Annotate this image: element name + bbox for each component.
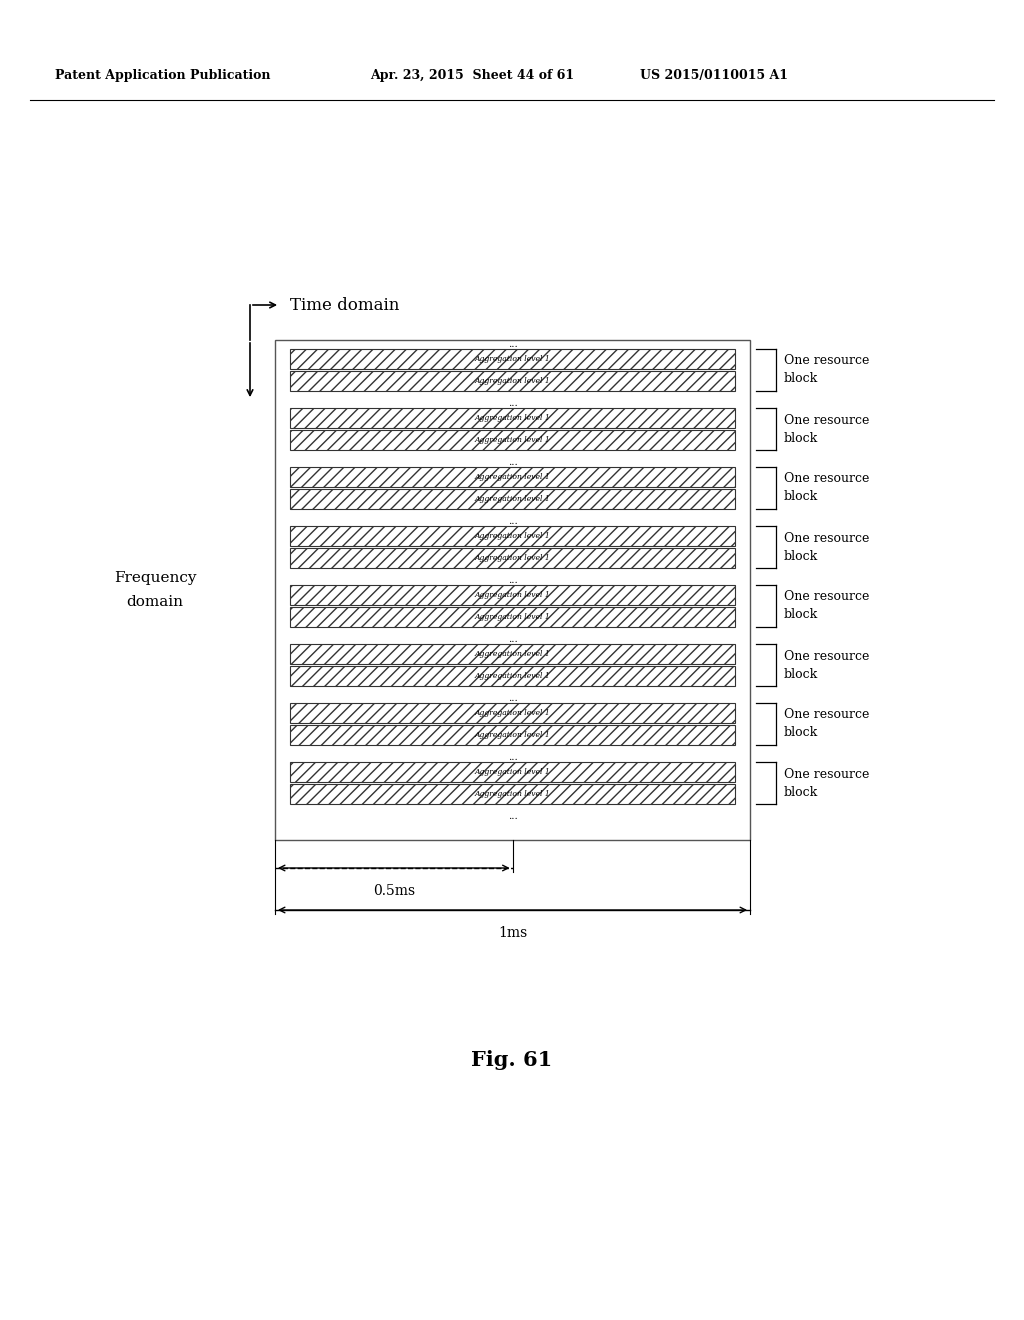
Text: block: block xyxy=(784,609,818,622)
Bar xyxy=(290,667,735,686)
Text: block: block xyxy=(784,668,818,681)
Text: Aggregation level 1: Aggregation level 1 xyxy=(475,436,550,444)
Text: One resource: One resource xyxy=(784,473,869,486)
Text: Aggregation level 1: Aggregation level 1 xyxy=(475,709,550,717)
Text: Aggregation level 1: Aggregation level 1 xyxy=(475,649,550,657)
Bar xyxy=(290,525,735,546)
Text: Aggregation level 1: Aggregation level 1 xyxy=(475,414,550,422)
Bar xyxy=(275,341,750,840)
Text: Aggregation level 1: Aggregation level 1 xyxy=(475,355,550,363)
Text: ...: ... xyxy=(508,341,517,348)
Bar xyxy=(290,607,735,627)
Text: Aggregation level 1: Aggregation level 1 xyxy=(475,789,550,799)
Text: block: block xyxy=(784,432,818,445)
Text: domain: domain xyxy=(127,595,183,609)
Text: ...: ... xyxy=(508,812,517,821)
Text: block: block xyxy=(784,785,818,799)
Text: Aggregation level 1: Aggregation level 1 xyxy=(475,731,550,739)
Bar xyxy=(290,644,735,664)
Text: Aggregation level 1: Aggregation level 1 xyxy=(475,591,550,599)
Text: One resource: One resource xyxy=(784,590,869,603)
Bar xyxy=(290,704,735,723)
Bar xyxy=(290,548,735,568)
Text: Aggregation level 1: Aggregation level 1 xyxy=(475,473,550,480)
Text: block: block xyxy=(784,726,818,739)
Text: Patent Application Publication: Patent Application Publication xyxy=(55,69,270,82)
Text: 1ms: 1ms xyxy=(498,927,527,940)
Text: ...: ... xyxy=(508,694,517,704)
Text: One resource: One resource xyxy=(784,767,869,780)
Bar xyxy=(290,348,735,370)
Text: One resource: One resource xyxy=(784,355,869,367)
Text: ...: ... xyxy=(508,458,517,467)
Text: block: block xyxy=(784,491,818,503)
Text: One resource: One resource xyxy=(784,532,869,544)
Bar xyxy=(290,488,735,510)
Bar xyxy=(290,725,735,744)
Bar xyxy=(290,762,735,781)
Bar xyxy=(290,430,735,450)
Text: Aggregation level 1: Aggregation level 1 xyxy=(475,768,550,776)
Text: ...: ... xyxy=(508,399,517,408)
Text: Frequency: Frequency xyxy=(114,572,197,585)
Text: Fig. 61: Fig. 61 xyxy=(471,1049,553,1071)
Text: Aggregation level 1: Aggregation level 1 xyxy=(475,612,550,620)
Text: One resource: One resource xyxy=(784,413,869,426)
Text: Aggregation level 1: Aggregation level 1 xyxy=(475,672,550,680)
Text: Aggregation level 1: Aggregation level 1 xyxy=(475,554,550,562)
Text: One resource: One resource xyxy=(784,709,869,722)
Text: ...: ... xyxy=(508,576,517,585)
Bar xyxy=(290,784,735,804)
Text: US 2015/0110015 A1: US 2015/0110015 A1 xyxy=(640,69,788,82)
Text: Aggregation level 1: Aggregation level 1 xyxy=(475,532,550,540)
Text: ...: ... xyxy=(508,635,517,644)
Text: ...: ... xyxy=(508,517,517,525)
Text: ...: ... xyxy=(508,752,517,762)
Bar xyxy=(290,371,735,391)
Bar xyxy=(290,467,735,487)
Bar xyxy=(290,408,735,428)
Text: 0.5ms: 0.5ms xyxy=(373,884,415,898)
Text: Aggregation level 1: Aggregation level 1 xyxy=(475,378,550,385)
Bar xyxy=(290,585,735,605)
Text: block: block xyxy=(784,372,818,385)
Text: Time domain: Time domain xyxy=(290,297,399,314)
Text: Apr. 23, 2015  Sheet 44 of 61: Apr. 23, 2015 Sheet 44 of 61 xyxy=(370,69,574,82)
Text: One resource: One resource xyxy=(784,649,869,663)
Text: block: block xyxy=(784,549,818,562)
Text: Aggregation level 1: Aggregation level 1 xyxy=(475,495,550,503)
